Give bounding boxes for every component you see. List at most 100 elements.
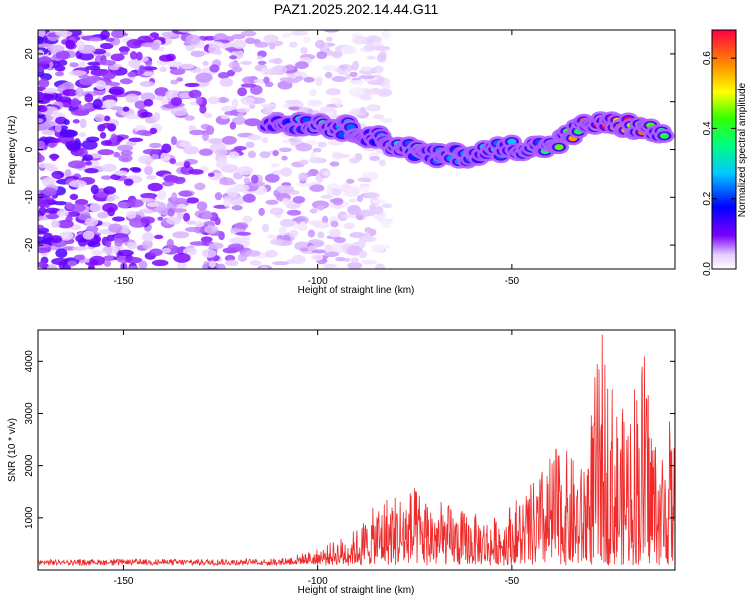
spectrogram-noise-blob [38,243,51,248]
spectrogram-noise-blob [114,170,128,176]
spectrogram-noise-blob [167,61,183,68]
spectrogram-noise-blob [358,250,368,259]
spectrogram-noise-blob [217,72,230,79]
spectrogram-noise-blob [270,238,284,246]
spectrogram-noise-blob [361,185,369,193]
spectrogram-noise-blob [138,155,155,164]
spectrogram-noise-blob [184,115,195,121]
spectrogram-noise-blob [325,88,342,96]
spectrogram-noise-blob [317,141,327,148]
spectrogram-noise-blob [123,178,134,186]
x-tick-label: -50 [505,276,520,287]
spectrogram-noise-blob [243,177,251,185]
spectrogram-noise-blob [128,59,141,68]
spectrogram-noise-blob [230,200,240,206]
spectrogram-noise-blob [288,106,301,111]
spectrogram-noise-blob [103,260,112,268]
spectrogram-noise-blob [186,197,199,204]
spectrogram-noise-blob [72,119,80,124]
spectrogram-noise-blob [149,142,162,149]
spectrogram-noise-blob [347,261,363,269]
spectrogram-noise-blob [179,140,192,148]
spectrogram-noise-blob [372,114,385,120]
colorbar-tick-label: 0.2 [702,191,713,205]
spectrogram-noise-blob [242,193,256,203]
spectrogram-noise-blob [272,150,279,157]
spectrogram-noise-blob [119,51,129,56]
spectrogram-noise-blob [247,134,262,141]
spectrogram-noise-blob [226,187,239,197]
spectrogram-noise-blob [127,71,137,78]
spectrogram-noise-blob [170,97,183,106]
spectrogram-noise-blob [175,111,189,116]
spectrogram-noise-blob [176,261,188,269]
spectrogram-noise-blob [69,62,79,68]
spectrogram-noise-blob [140,208,151,214]
snr-y-ticks: 1000 2000 3000 4000 [24,350,675,529]
spectrogram-noise-blob [103,186,117,195]
y-tick-label: 2000 [24,454,35,477]
spectrogram-noise-blob [158,46,165,52]
spectrogram-noise-blob [38,152,42,163]
spectrogram-noise-blob [231,205,243,211]
spectrogram-noise-blob [279,219,295,228]
spectrogram-noise-blob [171,192,178,202]
spectrogram-noise-blob [256,55,264,61]
spectrogram-noise-blob [160,152,171,162]
spectrogram-noise-blob [366,104,381,112]
spectrogram-noise-blob [228,151,240,159]
spectrogram-noise-blob [214,192,223,201]
spectrogram-noise-blob [324,71,333,79]
spectrogram-noise-blob [299,221,307,230]
spectrogram-noise-blob [145,175,157,180]
spectrogram-noise-blob [82,103,92,110]
spectrogram-noise-blob [271,66,278,76]
x-tick-label: -50 [505,576,520,587]
spectrogram-noise-blob [322,64,338,72]
spectrogram-noise-blob [41,177,56,187]
spectrogram-noise-blob [208,137,224,145]
spectrogram-noise-blob [38,261,47,269]
x-tick-label: -150 [113,276,133,287]
spectrogram-noise-blob [153,111,161,122]
spectrogram-noise-blob [145,60,153,67]
spectrogram-noise-blob [183,145,200,155]
spectrogram-noise-blob [118,154,133,163]
spectrogram-noise-blob [263,76,270,84]
spectrogram-noise-blob [208,44,221,55]
spectrogram-noise-blob [237,87,248,97]
spectrogram-noise-blob [59,129,77,138]
y-tick-label: -10 [24,190,35,205]
snr-panel: -150 -100 -50 1000 2000 3000 4000 Height of s… [7,329,676,596]
spectrogram-noise-blob [370,244,384,253]
spectrogram-noise-blob [126,39,143,49]
spectrogram-noise-blob [344,73,351,80]
spectrogram-noise-blob [381,203,393,209]
spectrogram-noise-blob [265,199,279,205]
spectrogram-noise-blob [300,46,308,55]
spectrogram-noise-blob [309,156,324,164]
spectrogram-noise-blob [38,36,45,45]
colorbar-tick-label: 0.6 [702,51,713,65]
spectrogram-noise-blob [302,36,311,43]
spectrogram-noise-blob [50,235,63,244]
spectrogram-noise-blob [38,123,51,131]
spectrogram-noise-blob [138,260,148,269]
spectrogram-noise-blob [150,42,160,51]
spectrogram-noise-blob [198,148,214,156]
y-tick-label: 0 [24,146,35,152]
spectrogram-noise-blob [323,30,340,33]
spectrogram-noise-blob [216,97,230,103]
spectrogram-noise-blob [65,140,83,150]
colorbar-tick-label: 0.4 [702,121,713,135]
spectrogram-noise-blob [87,61,101,66]
spectrogram-noise-blob [110,133,118,143]
spectrogram-noise-blob [106,196,115,202]
spectrogram-noise-blob [317,204,325,211]
spectrogram-noise-blob [361,259,378,265]
spectrogram-noise-blob [296,181,310,187]
spectrogram-noise-blob [108,64,120,71]
spectrogram-noise-blob [237,166,254,176]
spectrogram-noise-blob [161,97,169,106]
spectrogram-noise-blob [170,136,177,146]
